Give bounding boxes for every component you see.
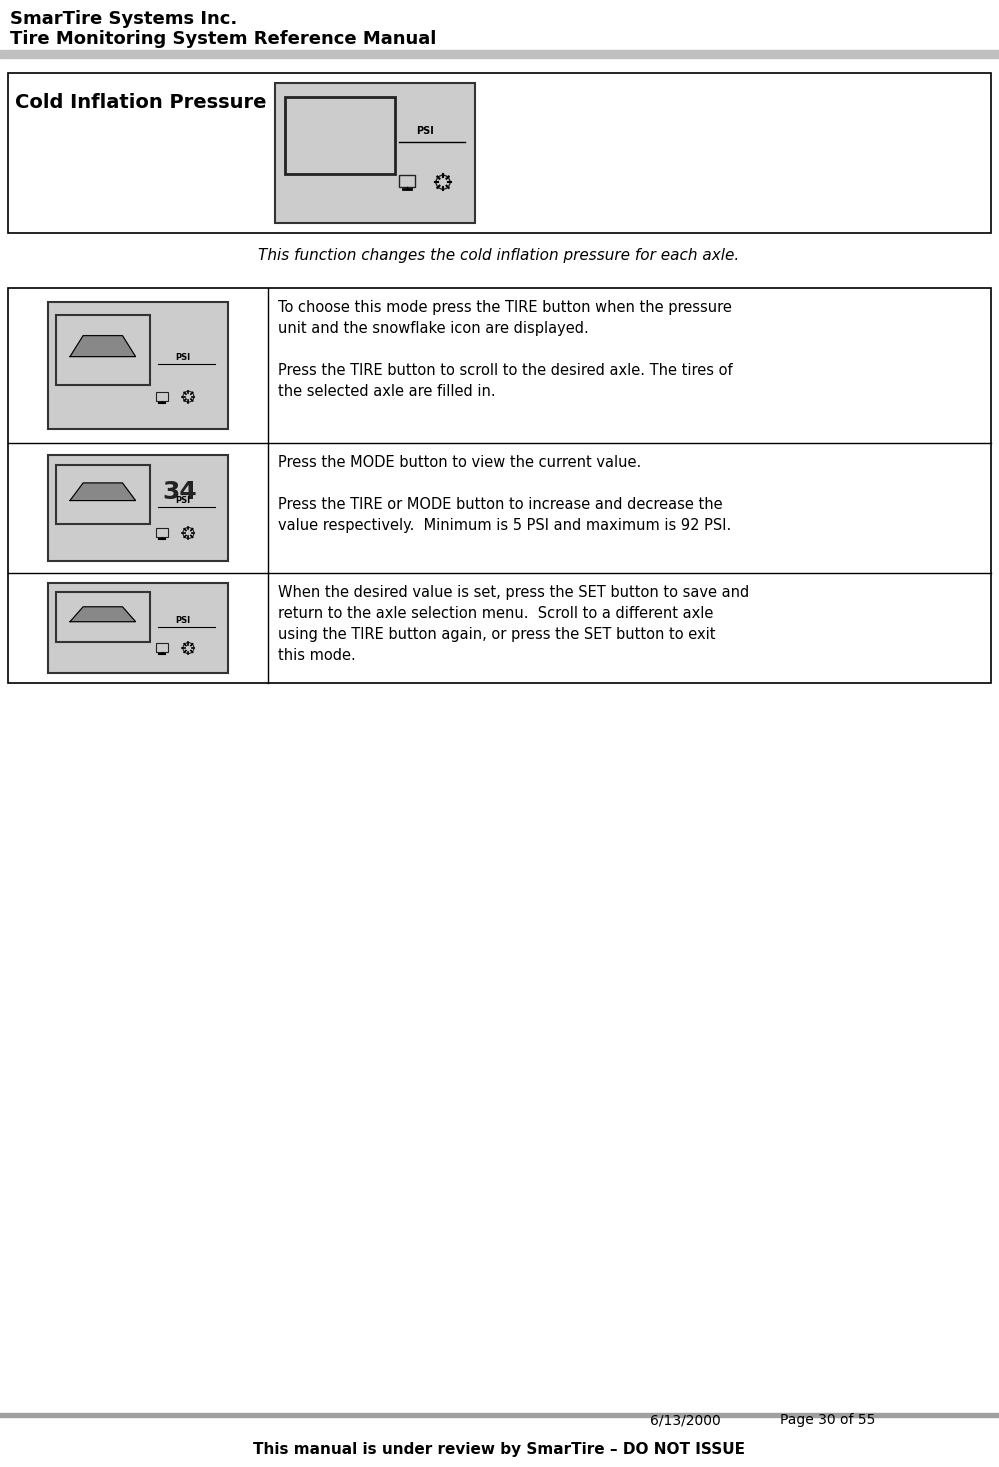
Text: 34: 34 xyxy=(162,480,197,505)
Text: PSI: PSI xyxy=(417,126,434,136)
Bar xyxy=(156,643,168,651)
Bar xyxy=(8,288,991,684)
Circle shape xyxy=(183,392,194,402)
Bar xyxy=(56,465,150,524)
Text: This function changes the cold inflation pressure for each axle.: This function changes the cold inflation… xyxy=(259,248,739,263)
Polygon shape xyxy=(70,607,136,622)
Text: PSI: PSI xyxy=(176,352,191,362)
Text: 6/13/2000: 6/13/2000 xyxy=(650,1413,720,1427)
Bar xyxy=(48,582,228,673)
Circle shape xyxy=(183,643,194,654)
Bar xyxy=(8,73,991,233)
Bar xyxy=(56,591,150,641)
Bar xyxy=(0,1413,999,1417)
Polygon shape xyxy=(70,483,136,500)
Text: To choose this mode press the TIRE button when the pressure
unit and the snowfla: To choose this mode press the TIRE butto… xyxy=(278,299,732,399)
Text: PSI: PSI xyxy=(176,496,191,505)
Bar xyxy=(285,97,395,175)
Bar xyxy=(156,528,168,537)
Bar xyxy=(48,302,228,428)
Text: SmarTire Systems Inc.: SmarTire Systems Inc. xyxy=(10,10,237,28)
Bar xyxy=(156,392,168,400)
Text: Page 30 of 55: Page 30 of 55 xyxy=(780,1413,875,1427)
Bar xyxy=(275,84,475,223)
Circle shape xyxy=(183,528,194,538)
Bar xyxy=(399,175,415,188)
Text: Tire Monitoring System Reference Manual: Tire Monitoring System Reference Manual xyxy=(10,29,437,48)
Text: PSI: PSI xyxy=(176,616,191,625)
Text: Cold Inflation Pressure: Cold Inflation Pressure xyxy=(15,92,267,111)
Bar xyxy=(56,314,150,384)
Text: When the desired value is set, press the SET button to save and
return to the ax: When the desired value is set, press the… xyxy=(278,585,749,663)
Polygon shape xyxy=(70,336,136,356)
Bar xyxy=(48,455,228,562)
Text: This manual is under review by SmarTire – DO NOT ISSUE: This manual is under review by SmarTire … xyxy=(253,1442,745,1457)
Bar xyxy=(0,50,999,59)
Text: Press the MODE button to view the current value.

Press the TIRE or MODE button : Press the MODE button to view the curren… xyxy=(278,455,731,533)
Circle shape xyxy=(436,175,450,189)
